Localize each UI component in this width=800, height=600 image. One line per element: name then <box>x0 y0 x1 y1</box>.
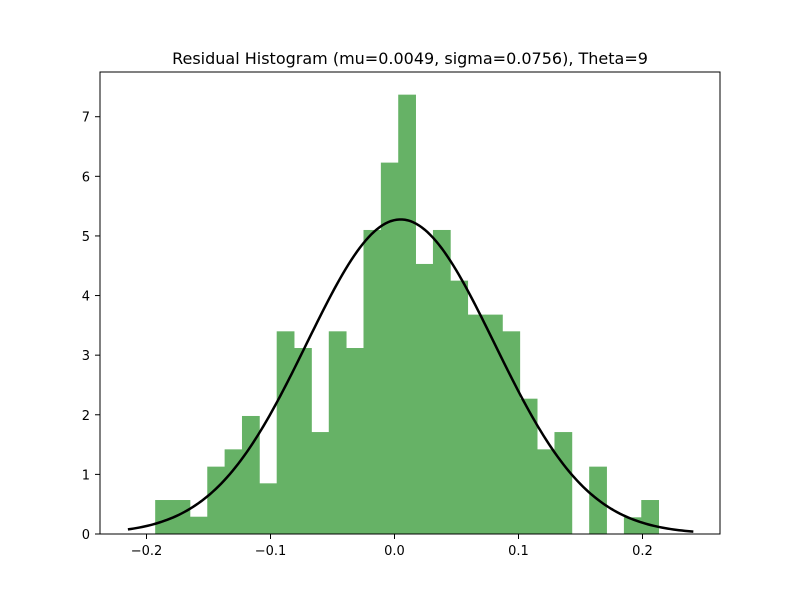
histogram-bar <box>363 229 382 534</box>
histogram-bar <box>641 500 660 534</box>
x-tick-label: 0.2 <box>632 544 653 559</box>
y-tick-label: 6 <box>82 170 90 185</box>
histogram-bar <box>155 500 173 534</box>
histogram-bar <box>172 500 191 534</box>
histogram-bar <box>207 466 226 534</box>
histogram-bar <box>519 398 538 534</box>
histogram-bar <box>380 162 399 535</box>
histogram-bar <box>328 331 347 534</box>
y-tick-label: 4 <box>82 290 90 305</box>
histogram-bar <box>189 516 208 534</box>
x-tick-label: −0.2 <box>131 544 163 559</box>
histogram-bar <box>276 331 295 534</box>
histogram-bar <box>554 432 573 534</box>
bars-layer <box>155 94 660 535</box>
y-tick-label: 3 <box>82 349 90 364</box>
x-tick-label: −0.1 <box>255 544 287 559</box>
histogram-bar <box>467 314 486 534</box>
histogram-bar <box>502 331 521 534</box>
axes-layer: −0.2 −0.1 0.0 0.1 0.2 0 1 2 3 4 5 6 7 <box>82 71 721 559</box>
x-tick-label: 0.0 <box>384 544 405 559</box>
histogram-bar <box>415 263 434 534</box>
histogram-bar <box>241 415 260 534</box>
plot-frame <box>99 71 721 535</box>
histogram-bar <box>432 229 451 534</box>
y-tick-label: 7 <box>82 111 90 126</box>
histogram-bar <box>485 314 503 534</box>
chart-title: Residual Histogram (mu=0.0049, sigma=0.0… <box>172 49 648 68</box>
curve-layer <box>127 218 694 533</box>
histogram-bar <box>259 483 278 534</box>
y-tick-label: 2 <box>82 409 90 424</box>
y-tick-label: 1 <box>82 468 90 483</box>
x-tick-label: 0.1 <box>508 544 529 559</box>
histogram-bar <box>398 94 416 535</box>
histogram-bar <box>311 432 330 534</box>
normal-fit-curve <box>127 218 694 533</box>
y-tick-label: 5 <box>82 230 90 245</box>
histogram-bar <box>537 449 555 534</box>
y-tick-label: 0 <box>82 528 90 543</box>
histogram-bar <box>346 348 364 534</box>
histogram-bar <box>224 449 243 534</box>
histogram-bar <box>450 280 469 534</box>
histogram-bar <box>294 348 312 534</box>
